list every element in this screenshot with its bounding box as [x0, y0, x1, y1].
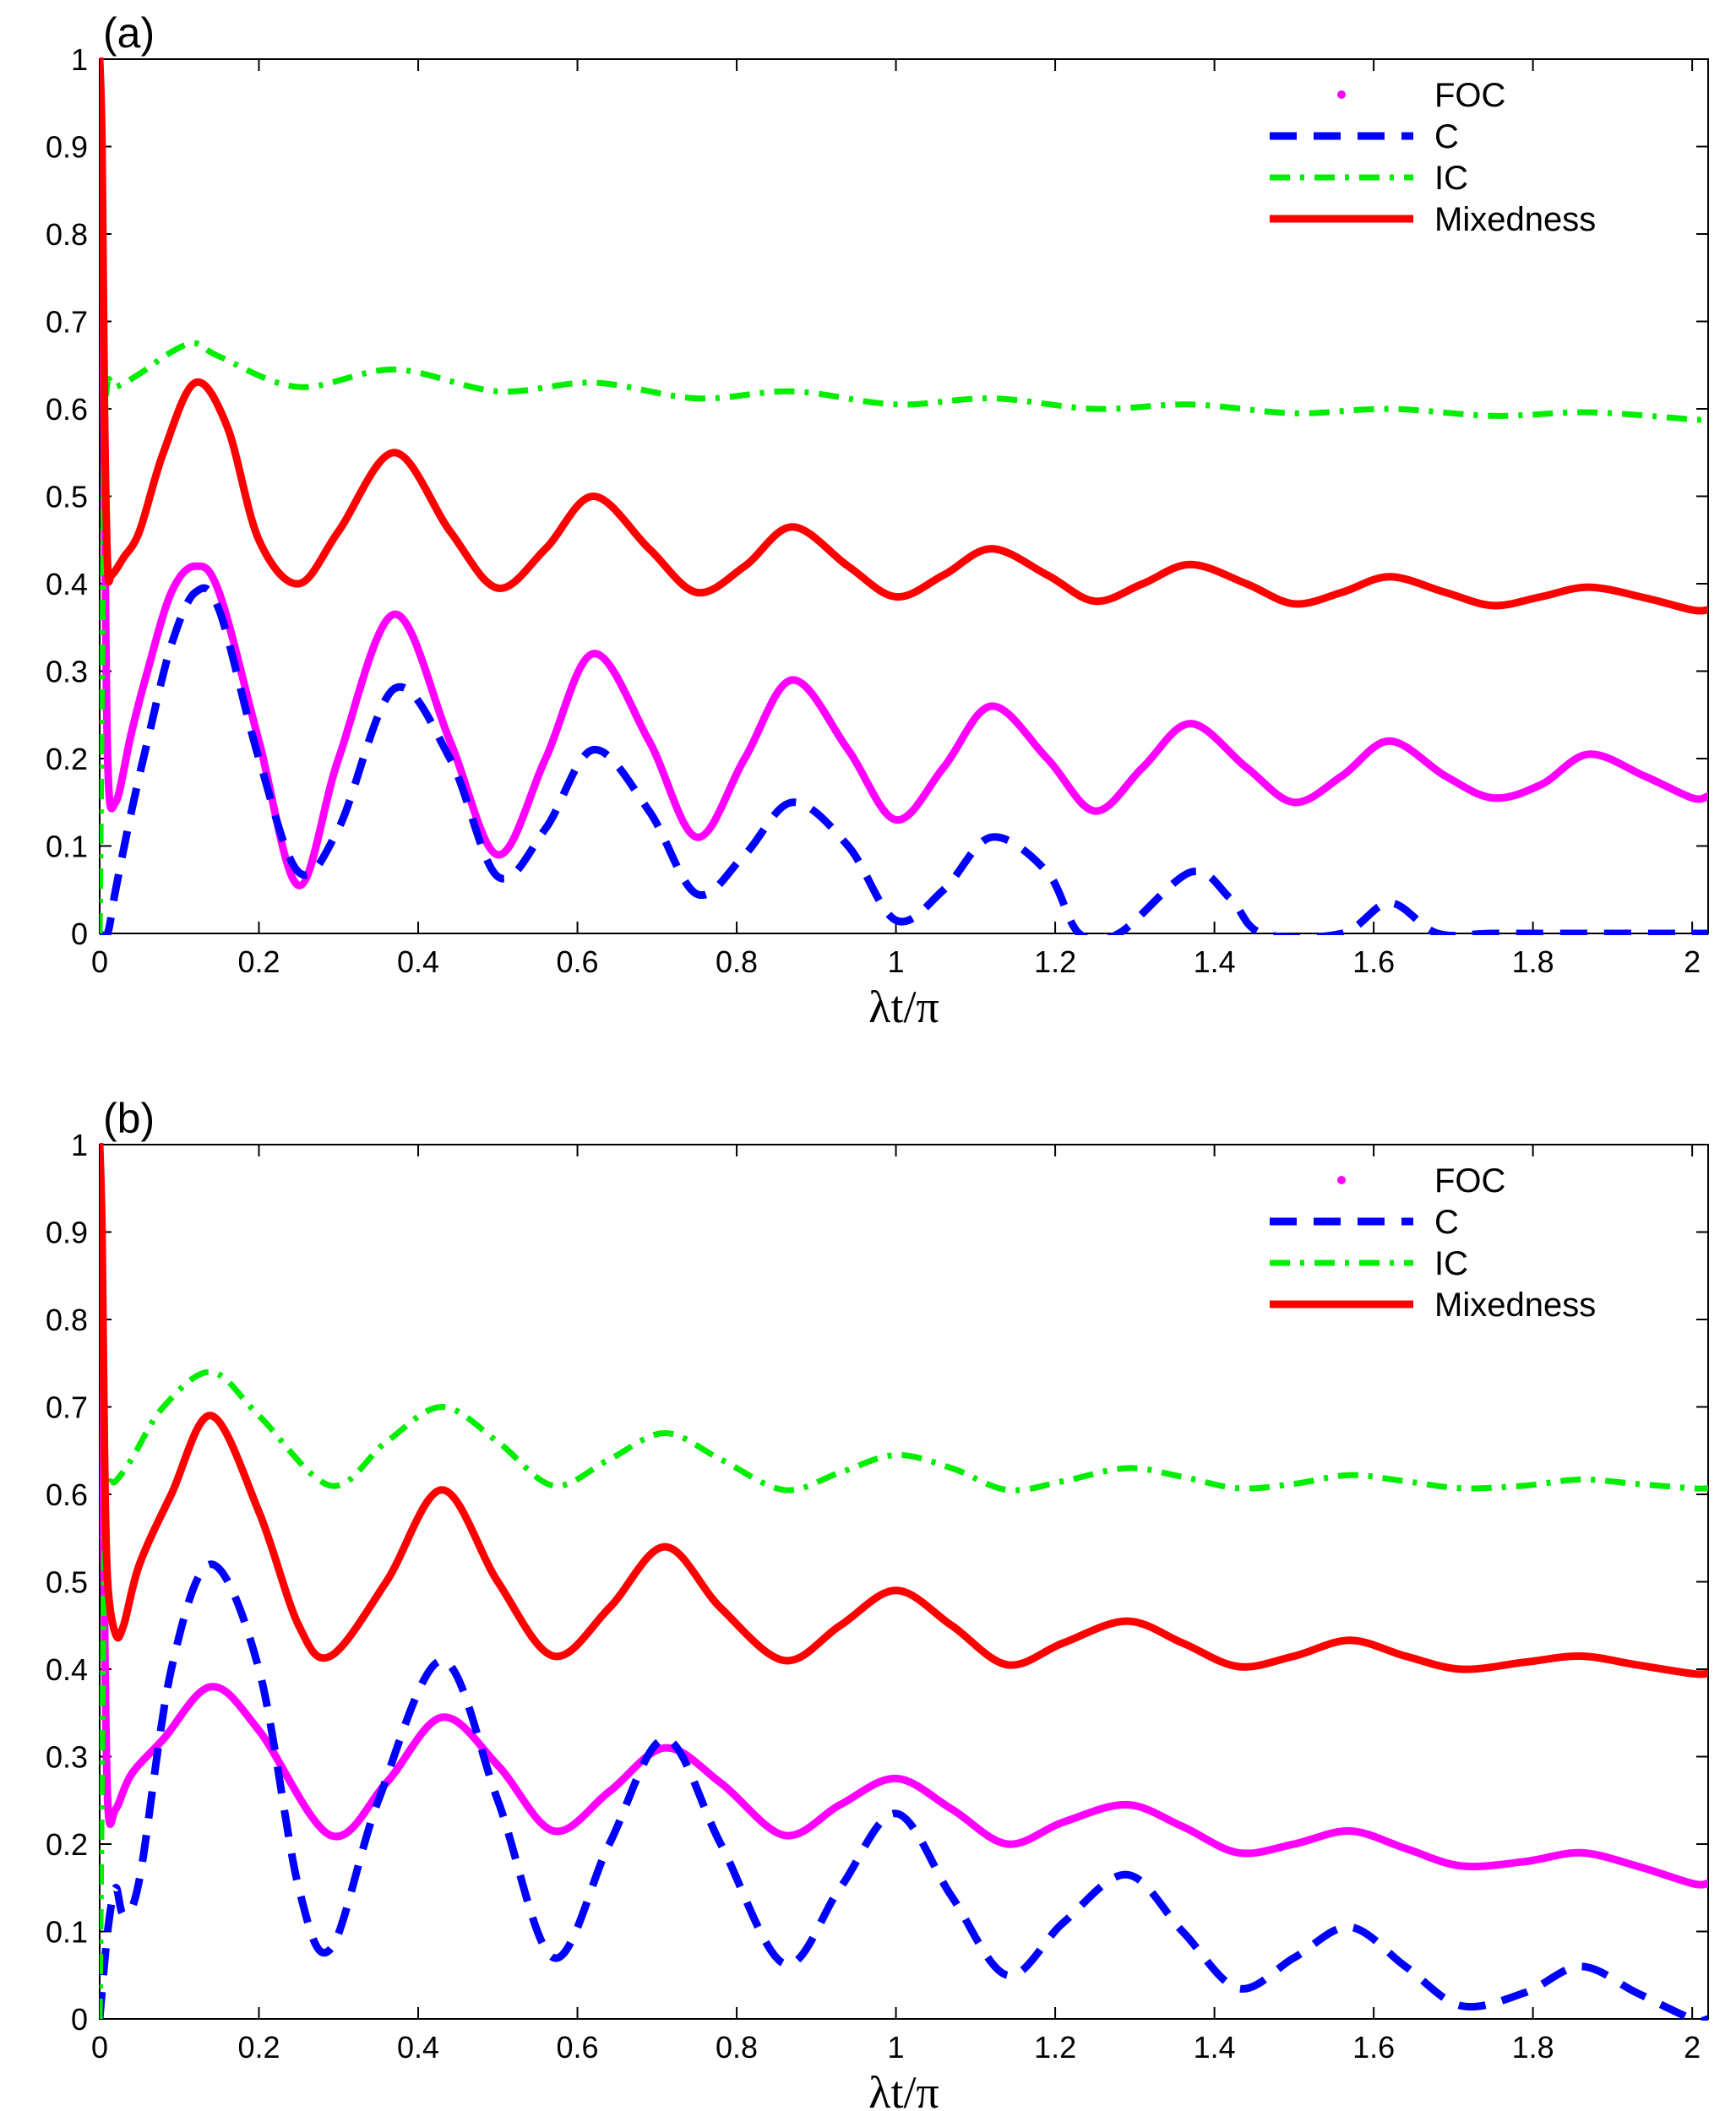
x-tick-label: 1 [888, 2030, 905, 2065]
legend-marker-foc [1337, 1176, 1346, 1184]
x-tick-label: 0.2 [237, 2030, 280, 2065]
series-line-c [100, 584, 1708, 935]
legend-label: Mixedness [1434, 1287, 1596, 1324]
x-tick-label: 1.8 [1512, 944, 1554, 979]
x-axis-label: λt/π [868, 2067, 939, 2111]
legend: FOC C IC Mixedness [1270, 1162, 1596, 1324]
x-tick-label: 0.8 [716, 2030, 758, 2065]
y-tick-label: 0.1 [46, 830, 88, 864]
x-tick-label: 1.6 [1352, 2030, 1395, 2065]
x-tick-label: 0.4 [397, 944, 439, 979]
y-tick-label: 0.9 [46, 130, 88, 165]
y-tick-label: 0.3 [46, 1740, 88, 1775]
legend-label: FOC [1434, 77, 1505, 114]
x-tick-label: 1.8 [1512, 2030, 1554, 2065]
y-tick-label: 1 [71, 1128, 88, 1162]
legend-label: Mixedness [1434, 201, 1596, 238]
y-tick-label: 0.3 [46, 655, 88, 689]
y-tick-label: 0.9 [46, 1216, 88, 1250]
x-tick-label: 0 [91, 2030, 108, 2065]
x-tick-label: 0.4 [397, 2030, 439, 2065]
y-tick-label: 0 [71, 2002, 88, 2037]
y-tick-label: 0.7 [46, 1390, 88, 1425]
y-tick-label: 0.5 [46, 480, 88, 514]
legend-label: FOC [1434, 1162, 1505, 1200]
series-line-mixedness [100, 1143, 1708, 1678]
x-tick-label: 0.6 [557, 2030, 599, 2065]
y-tick-label: 0.4 [46, 567, 88, 601]
series-line-foc [100, 1143, 1708, 1889]
x-tick-label: 2 [1684, 2030, 1701, 2065]
y-tick-label: 0.8 [46, 217, 88, 252]
y-tick-label: 0.8 [46, 1303, 88, 1337]
x-tick-label: 0 [91, 944, 108, 979]
y-tick-label: 0 [71, 917, 88, 951]
chart-panel-a: 0 0.2 0.4 0.6 0.8 1 1.2 1.4 1.6 1.8 2 0 0.1 0.2 0.3 0.4… [46, 9, 1709, 1032]
x-tick-label: 1.4 [1194, 2030, 1236, 2065]
x-tick-label: 2 [1684, 944, 1701, 979]
x-tick-label: 0.2 [237, 944, 280, 979]
y-tick-label: 0.2 [46, 742, 88, 776]
x-tick-label: 1 [888, 944, 905, 979]
x-tick-label: 0.6 [557, 944, 599, 979]
panel-label: (a) [103, 9, 155, 57]
legend-marker-foc [1337, 90, 1346, 99]
legend-label: C [1434, 1204, 1459, 1241]
series-line-mixedness [100, 57, 1708, 615]
chart-panel-b: 0 0.2 0.4 0.6 0.8 1 1.2 1.4 1.6 1.8 2 0 0.1 0.2 0.3 0.4… [46, 1095, 1709, 2111]
y-tick-label: 0.2 [46, 1827, 88, 1862]
x-tick-label: 0.8 [716, 944, 758, 979]
legend-label: IC [1434, 1245, 1468, 1282]
y-tick-label: 0.6 [46, 1477, 88, 1512]
legend-label: IC [1434, 160, 1468, 197]
x-tick-label: 1.4 [1194, 944, 1236, 979]
legend: FOC C IC Mixedness [1270, 77, 1596, 238]
y-tick-label: 1 [71, 42, 88, 77]
y-tick-label: 0.4 [46, 1652, 88, 1687]
x-tick-label: 1.2 [1034, 2030, 1076, 2065]
x-tick-label: 1.2 [1034, 944, 1076, 979]
panel-label: (b) [103, 1095, 155, 1142]
x-tick-label: 1.6 [1352, 944, 1395, 979]
legend-label: C [1434, 118, 1459, 155]
y-tick-label: 0.6 [46, 392, 88, 427]
y-tick-label: 0.5 [46, 1565, 88, 1600]
x-axis-label: λt/π [868, 982, 939, 1032]
y-tick-label: 0.1 [46, 1915, 88, 1950]
series-line-c [100, 1560, 1708, 2021]
y-tick-label: 0.7 [46, 305, 88, 340]
series-line-foc [100, 57, 1708, 890]
